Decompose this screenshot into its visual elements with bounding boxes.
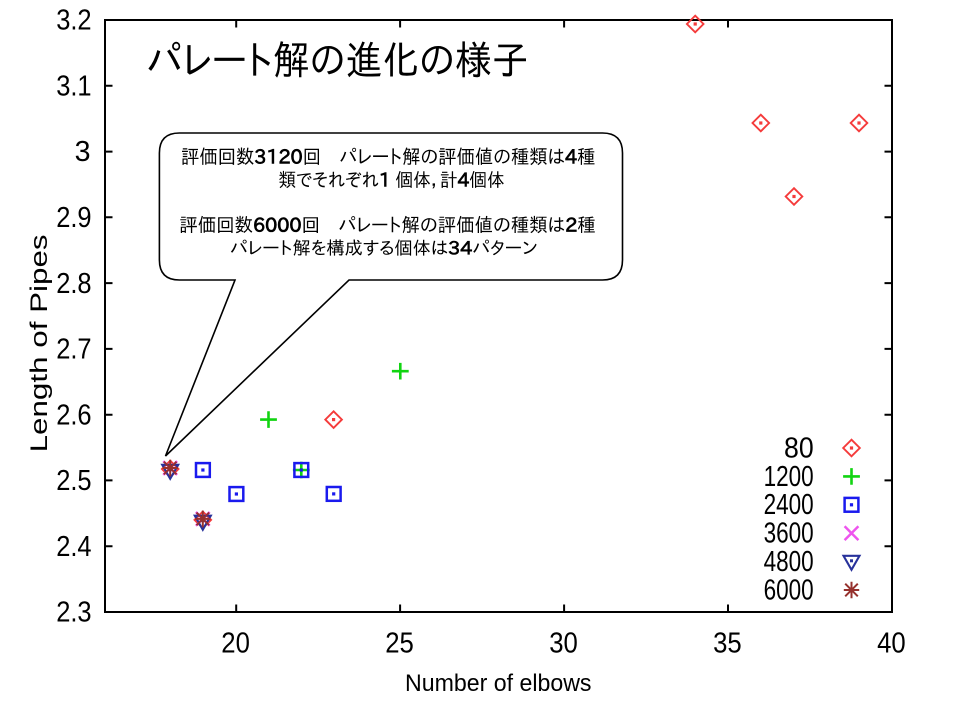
svg-text:4800: 4800 bbox=[764, 546, 814, 578]
svg-text:30: 30 bbox=[549, 628, 578, 660]
svg-text:2.6: 2.6 bbox=[56, 399, 91, 431]
svg-text:2.7: 2.7 bbox=[56, 334, 91, 366]
svg-text:3: 3 bbox=[75, 136, 91, 168]
svg-text:2.4: 2.4 bbox=[56, 531, 91, 563]
svg-text:2.9: 2.9 bbox=[56, 202, 91, 234]
svg-text:2.5: 2.5 bbox=[56, 465, 91, 497]
svg-text:35: 35 bbox=[713, 628, 742, 660]
svg-text:6000: 6000 bbox=[764, 574, 814, 606]
svg-text:3.1: 3.1 bbox=[56, 70, 91, 102]
svg-text:80: 80 bbox=[784, 432, 814, 464]
svg-text:2400: 2400 bbox=[764, 489, 814, 521]
svg-text:2.3: 2.3 bbox=[56, 597, 91, 629]
svg-text:40: 40 bbox=[877, 628, 906, 660]
svg-text:3600: 3600 bbox=[764, 518, 814, 550]
svg-text:Number of elbows: Number of elbows bbox=[405, 671, 592, 697]
svg-text:2.8: 2.8 bbox=[56, 268, 91, 300]
svg-text:3.2: 3.2 bbox=[56, 5, 91, 37]
svg-text:Length of Pipes: Length of Pipes bbox=[26, 234, 53, 452]
svg-text:20: 20 bbox=[221, 628, 250, 660]
svg-text:25: 25 bbox=[385, 628, 414, 660]
svg-text:1200: 1200 bbox=[764, 461, 814, 493]
